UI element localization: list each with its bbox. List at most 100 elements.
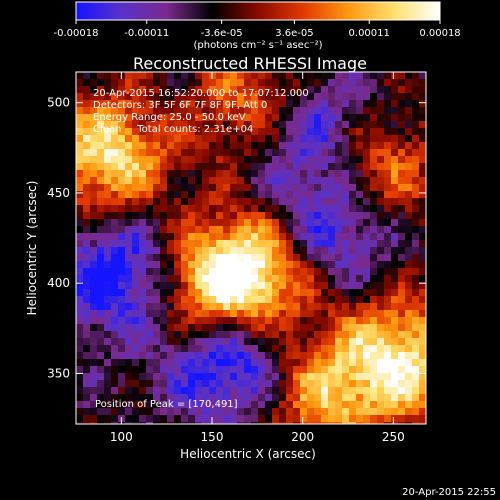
heatmap-cell [104,72,111,79]
heatmap-cell [349,79,356,86]
heatmap-cell [272,128,279,135]
heatmap-cell [265,331,272,338]
heatmap-cell [321,240,328,247]
heatmap-cell [342,240,349,247]
heatmap-cell [230,303,237,310]
heatmap-cell [279,240,286,247]
heatmap-cell [286,142,293,149]
heatmap-cell [104,359,111,366]
heatmap-cell [272,114,279,121]
heatmap-cell [342,226,349,233]
heatmap-cell [286,184,293,191]
heatmap-cell [118,352,125,359]
heatmap-cell [146,331,153,338]
heatmap-cell [216,338,223,345]
heatmap-cell [209,352,216,359]
heatmap-cell [188,415,195,422]
heatmap-cell [104,310,111,317]
heatmap-cell [419,219,426,226]
heatmap-cell [405,198,412,205]
heatmap-cell [272,345,279,352]
heatmap-cell [90,114,97,121]
heatmap-cell [188,240,195,247]
heatmap-cell [251,317,258,324]
heatmap-cell [272,121,279,128]
heatmap-cell [244,380,251,387]
heatmap-cell [230,310,237,317]
heatmap-cell [412,170,419,177]
heatmap-cell [412,142,419,149]
heatmap-cell [377,121,384,128]
heatmap-cell [405,170,412,177]
heatmap-cell [216,247,223,254]
heatmap-cell [356,415,363,422]
heatmap-cell [209,359,216,366]
heatmap-cell [118,282,125,289]
heatmap-cell [181,226,188,233]
heatmap-cell [363,149,370,156]
y-tick-label: 350 [47,366,70,380]
heatmap-cell [412,317,419,324]
heatmap-cell [216,401,223,408]
heatmap-cell [342,317,349,324]
heatmap-cell [307,128,314,135]
heatmap-cell [377,163,384,170]
heatmap-cell [139,121,146,128]
heatmap-cell [237,387,244,394]
heatmap-cell [377,184,384,191]
heatmap-cell [139,191,146,198]
heatmap-cell [230,261,237,268]
heatmap-cell [76,135,83,142]
heatmap-cell [146,352,153,359]
heatmap-cell [272,212,279,219]
heatmap-cell [195,93,202,100]
heatmap-cell [300,303,307,310]
heatmap-cell [202,79,209,86]
heatmap-cell [384,93,391,100]
heatmap-cell [328,121,335,128]
heatmap-cell [356,226,363,233]
heatmap-cell [125,86,132,93]
heatmap-cell [118,380,125,387]
heatmap-cell [251,170,258,177]
heatmap-cell [328,79,335,86]
heatmap-cell [293,107,300,114]
heatmap-cell [83,240,90,247]
heatmap-cell [321,310,328,317]
heatmap-cell [202,184,209,191]
heatmap-cell [258,233,265,240]
heatmap-cell [307,212,314,219]
heatmap-cell [104,128,111,135]
heatmap-cell [174,156,181,163]
heatmap-cell [181,100,188,107]
heatmap-cell [377,219,384,226]
heatmap-cell [230,240,237,247]
heatmap-cell [321,408,328,415]
heatmap-cell [146,177,153,184]
heatmap-cell [195,247,202,254]
heatmap-cell [160,324,167,331]
heatmap-cell [405,205,412,212]
heatmap-cell [272,149,279,156]
heatmap-cell [251,219,258,226]
heatmap-cell [244,282,251,289]
heatmap-cell [111,156,118,163]
image-area [76,72,426,424]
heatmap-cell [160,415,167,422]
heatmap-cell [118,303,125,310]
heatmap-cell [251,394,258,401]
heatmap-cell [377,268,384,275]
heatmap-cell [167,114,174,121]
heatmap-cell [391,394,398,401]
heatmap-cell [139,401,146,408]
heatmap-cell [153,135,160,142]
heatmap-cell [139,268,146,275]
heatmap-cell [398,198,405,205]
heatmap-cell [314,254,321,261]
heatmap-cell [363,380,370,387]
heatmap-cell [328,422,335,424]
heatmap-cell [111,352,118,359]
heatmap-cell [76,191,83,198]
heatmap-cell [328,170,335,177]
